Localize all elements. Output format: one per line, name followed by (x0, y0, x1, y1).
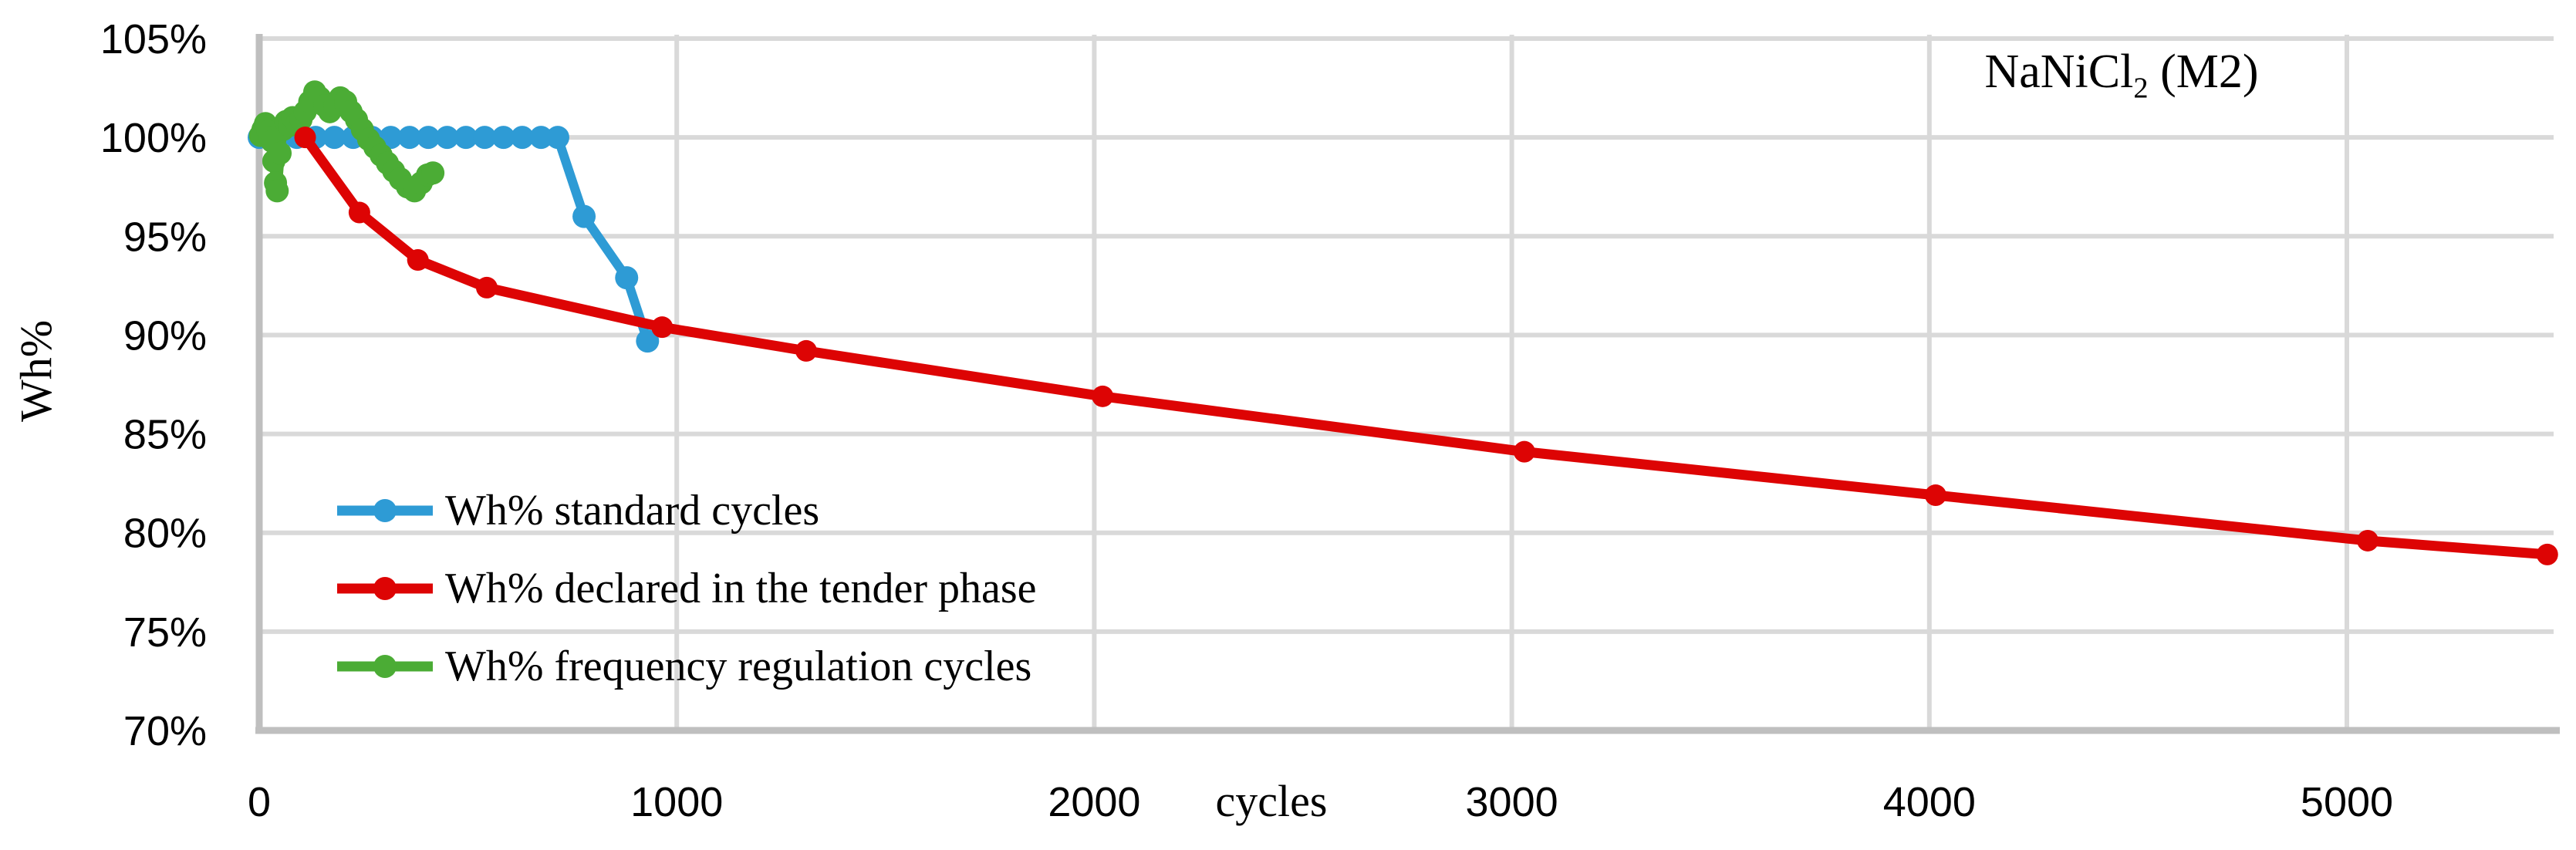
legend-item: Wh% declared in the tender phase (334, 561, 1037, 616)
legend-item: Wh% frequency regulation cycles (334, 639, 1037, 694)
data-point (510, 126, 534, 150)
data-point (454, 126, 478, 150)
data-point (475, 276, 498, 299)
legend-label: Wh% declared in the tender phase (445, 565, 1037, 612)
data-point (651, 316, 674, 339)
y-tick-label: 95% (123, 214, 207, 260)
data-point (1513, 440, 1535, 463)
x-tick-label: 5000 (2301, 779, 2393, 825)
data-point (572, 204, 596, 228)
legend-marker-icon (337, 655, 433, 678)
y-tick-label: 70% (123, 708, 207, 754)
legend-marker-icon (337, 577, 433, 600)
data-point (407, 249, 429, 272)
x-tick-label: 3000 (1466, 779, 1558, 825)
legend-item: Wh% standard cycles (334, 483, 1037, 538)
y-tick-label: 80% (123, 511, 207, 557)
x-axis-title: cycles (1215, 776, 1328, 826)
data-point (615, 266, 639, 290)
chart-title-suffix: (M2) (2148, 46, 2259, 98)
data-point (491, 126, 515, 150)
data-point (265, 179, 289, 203)
data-point (2357, 529, 2379, 551)
chart-title-formula: NaNiCl (1984, 46, 2134, 98)
data-point (545, 126, 569, 150)
x-tick-label: 4000 (1883, 779, 1976, 825)
y-tick-label: 75% (123, 609, 207, 656)
data-point (322, 126, 346, 150)
data-point (473, 126, 497, 150)
data-point (268, 141, 292, 165)
chart-title: NaNiCl2 (M2) (1867, 45, 2376, 103)
data-point (294, 126, 316, 149)
x-tick-label: 1000 (630, 779, 723, 825)
data-point (435, 126, 459, 150)
data-point (636, 329, 660, 353)
y-tick-label: 100% (100, 115, 207, 161)
data-point (2536, 543, 2558, 565)
data-point (417, 126, 441, 150)
legend: Wh% standard cycles Wh% declared in the t… (334, 483, 1037, 694)
y-tick-label: 85% (123, 412, 207, 458)
data-point (529, 126, 553, 150)
y-tick-label: 105% (100, 16, 207, 62)
data-point (348, 201, 370, 224)
legend-marker-icon (337, 499, 433, 522)
x-tick-label: 0 (248, 779, 271, 825)
legend-label: Wh% frequency regulation cycles (445, 643, 1032, 690)
x-tick-label: 2000 (1048, 779, 1140, 825)
data-point (421, 161, 445, 185)
data-point (1092, 385, 1114, 407)
y-axis-title: Wh% (11, 319, 61, 423)
y-tick-label: 90% (123, 312, 207, 359)
chart-title-subscript: 2 (2133, 72, 2149, 105)
data-point (1924, 484, 1946, 507)
data-point (795, 339, 817, 362)
legend-label: Wh% standard cycles (445, 487, 820, 535)
data-point (397, 126, 421, 150)
